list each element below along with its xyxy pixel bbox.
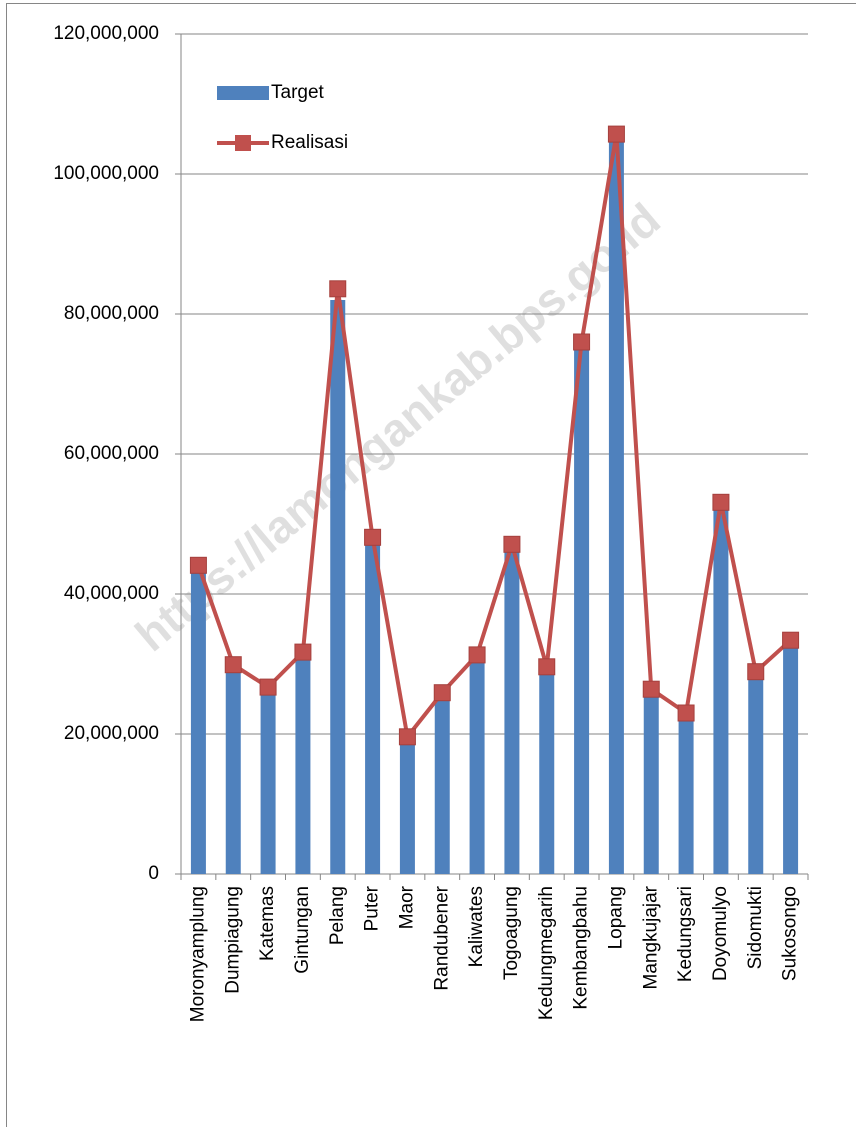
y-tick-label: 40,000,000: [64, 583, 159, 604]
marker: [503, 535, 521, 553]
y-tick-label: 100,000,000: [53, 163, 159, 184]
x-tick-label: Gintungan: [292, 886, 313, 974]
bar: [330, 300, 346, 874]
x-tick-label: Doyomulyo: [710, 886, 731, 981]
x-tick-label: Sidomukti: [745, 886, 766, 969]
marker: [398, 728, 416, 746]
marker: [433, 684, 451, 702]
marker: [747, 663, 765, 681]
marker: [259, 678, 277, 696]
legend-swatch: [235, 135, 251, 151]
marker: [329, 280, 347, 298]
y-tick-label: 60,000,000: [64, 443, 159, 464]
x-tick-label: Maor: [396, 885, 417, 929]
bar: [678, 716, 694, 874]
bar: [434, 699, 450, 874]
legend-label: Target: [271, 82, 325, 103]
y-tick-label: 20,000,000: [64, 723, 159, 744]
x-tick-label: Kedungmegarih: [536, 886, 557, 1020]
bar: [469, 660, 485, 874]
x-tick-label: Katemas: [257, 886, 278, 961]
x-tick-label: Randubener: [431, 885, 452, 990]
marker: [782, 631, 800, 649]
bar: [504, 548, 520, 874]
line: [196, 133, 792, 742]
marker: [712, 493, 730, 511]
x-tick-label: Kembangbahu: [571, 886, 592, 1010]
x-tick-label: Kedungsari: [675, 886, 696, 982]
marker: [607, 125, 625, 143]
bar: [748, 675, 764, 874]
marker: [224, 656, 242, 674]
x-tick-label: Kaliwates: [466, 886, 487, 967]
marker: [364, 528, 382, 546]
x-tick-label: Puter: [362, 885, 383, 931]
x-tick-label: Pelang: [327, 886, 348, 945]
bar: [399, 741, 415, 874]
bar: [365, 541, 381, 874]
bar: [260, 692, 276, 874]
x-tick-label: Togoagung: [501, 886, 522, 980]
bar: [574, 349, 590, 874]
chart-frame: [6, 3, 856, 1127]
bar: [225, 671, 241, 874]
bar: [783, 644, 799, 874]
bar: [643, 693, 659, 874]
bar: [295, 657, 311, 874]
marker: [642, 680, 660, 698]
y-tick-label: 80,000,000: [64, 303, 159, 324]
marker: [189, 556, 207, 574]
y-tick-label: 0: [148, 863, 159, 884]
x-tick-label: Sukosongo: [780, 886, 801, 981]
x-tick-label: Mangkujajar: [640, 885, 661, 989]
marker: [468, 646, 486, 664]
marker: [573, 333, 591, 351]
x-tick-label: Moronyamplung: [187, 886, 208, 1022]
legend-label: Realisasi: [271, 132, 348, 153]
y-tick-label: 120,000,000: [53, 23, 159, 44]
bar: [713, 510, 729, 874]
x-tick-label: Dumpiagung: [222, 886, 243, 994]
bar: [539, 671, 555, 874]
marker: [538, 658, 556, 676]
x-tick-label: Lopang: [605, 886, 626, 949]
bar: [190, 573, 206, 874]
bar: [608, 142, 624, 874]
legend-swatch: [217, 86, 269, 100]
marker: [677, 704, 695, 722]
marker: [294, 643, 312, 661]
